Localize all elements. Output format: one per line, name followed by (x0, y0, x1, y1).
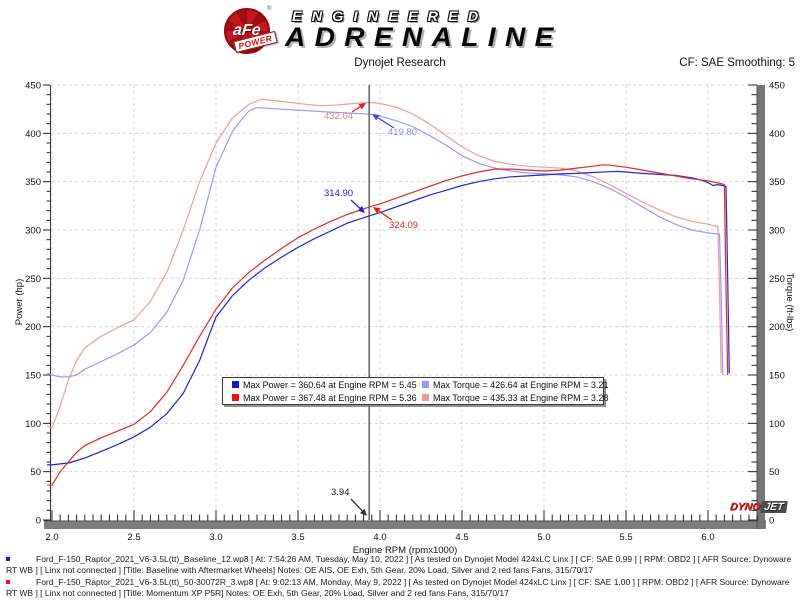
run-info-baseline: Ford_F-150_Raptor_2021_V6-3.5L(tt)_Basel… (6, 554, 796, 576)
svg-text:50: 50 (30, 467, 41, 478)
svg-text:4.0: 4.0 (373, 532, 386, 543)
run-color-swatch-baseline (6, 557, 10, 561)
svg-text:150: 150 (25, 371, 41, 382)
svg-text:6.0: 6.0 (701, 532, 714, 543)
cursor-value-label: 432.04 (324, 111, 353, 122)
svg-text:450: 450 (769, 81, 785, 92)
svg-text:150: 150 (769, 371, 785, 382)
dynojet-logo: DYNO JET (729, 501, 788, 513)
series-curves (46, 98, 730, 486)
run-color-swatch-momentum (6, 580, 10, 584)
legend-label: Max Torque = 426.64 at Engine RPM = 3.21 (433, 379, 609, 390)
y-axis-label-torque: Torque (ft-lbs) (784, 273, 795, 332)
curve-power-baseline (47, 170, 730, 466)
cursor-value-label: 324.09 (389, 220, 418, 231)
svg-text:0: 0 (769, 516, 774, 527)
cursor-value-label: 419.80 (388, 127, 417, 138)
legend-label: Max Power = 360.64 at Engine RPM = 5.45 (243, 379, 417, 390)
svg-text:300: 300 (25, 226, 41, 237)
svg-text:250: 250 (25, 274, 41, 285)
legend-label: Max Torque = 435.33 at Engine RPM = 3.28 (433, 392, 609, 403)
svg-text:3.0: 3.0 (209, 532, 222, 543)
cursor-annotations: 432.04 419.80 314.90 324.09 3.94 (324, 103, 418, 516)
curve-torque-baseline (46, 106, 724, 378)
run-info-footer: Ford_F-150_Raptor_2021_V6-3.5L(tt)_Basel… (6, 554, 796, 600)
run-info-momentum: Ford_F-150_Raptor_2021_V6-3.5L(tt)_50-30… (6, 577, 796, 599)
curve-torque-momentum (46, 98, 722, 429)
series-swatch-power-baseline (232, 381, 239, 388)
svg-text:0: 0 (36, 516, 41, 527)
dynojet-logo-dyno: DYNO (729, 501, 762, 513)
svg-text:400: 400 (25, 129, 41, 140)
legend-item-max-torque-momentum: Max Torque = 435.33 at Engine RPM = 3.28 (413, 393, 608, 403)
series-swatch-power-momentum (232, 394, 239, 401)
svg-text:3.5: 3.5 (291, 532, 304, 543)
legend-item-max-power-momentum: Max Power = 367.48 at Engine RPM = 5.36 (223, 393, 417, 403)
gridlines (51, 84, 757, 520)
svg-text:5.5: 5.5 (619, 532, 632, 543)
svg-text:250: 250 (769, 274, 785, 285)
legend-item-max-torque-baseline: Max Torque = 426.64 at Engine RPM = 3.21 (413, 380, 608, 390)
svg-text:300: 300 (769, 226, 785, 237)
svg-text:2.0: 2.0 (45, 532, 58, 543)
series-swatch-torque-baseline (422, 381, 429, 388)
run-info-text: Ford_F-150_Raptor_2021_V6-3.5L(tt)_50-30… (6, 577, 790, 598)
svg-text:100: 100 (25, 419, 41, 430)
svg-text:100: 100 (769, 419, 785, 430)
svg-text:450: 450 (25, 81, 41, 92)
svg-text:400: 400 (769, 129, 785, 140)
run-info-text: Ford_F-150_Raptor_2021_V6-3.5L(tt)_Basel… (6, 554, 792, 575)
x-axis-label: Engine RPM (rpmx1000) (353, 545, 458, 556)
registered-mark: ® (267, 6, 272, 12)
afe-brand-logo: aFe ® POWER ENGINEERED ADRENALINE (222, 4, 602, 54)
svg-text:50: 50 (769, 467, 780, 478)
series-swatch-torque-momentum (422, 394, 429, 401)
adrenaline-wordmark: ADRENALINE (285, 22, 563, 52)
cursor-value-label: 3.94 (331, 487, 350, 498)
y-axis-label-power: Power (hp) (14, 279, 25, 325)
legend-item-max-power-baseline: Max Power = 360.64 at Engine RPM = 5.45 (223, 380, 417, 390)
axes: 0 0 50 50 100 100 150 150 200 200 250 250 300 300 350 3… (14, 81, 795, 557)
chart-legend: Max Power = 360.64 at Engine RPM = 5.45 … (222, 377, 608, 405)
curve-power-momentum (47, 164, 729, 486)
svg-text:350: 350 (769, 177, 785, 188)
dynojet-logo-jet: JET (760, 501, 788, 513)
svg-text:4.5: 4.5 (455, 532, 468, 543)
svg-text:200: 200 (25, 322, 41, 333)
correction-smoothing-label: CF: SAE Smoothing: 5 (679, 57, 795, 69)
engineered-wordmark: ENGINEERED (292, 8, 489, 24)
svg-text:200: 200 (769, 322, 785, 333)
svg-text:350: 350 (25, 177, 41, 188)
svg-text:2.5: 2.5 (127, 532, 140, 543)
legend-label: Max Power = 367.48 at Engine RPM = 5.36 (243, 392, 417, 403)
cursor-value-label: 314.90 (324, 188, 353, 199)
page-title: Dynojet Research (354, 57, 446, 69)
svg-text:5.0: 5.0 (537, 532, 550, 543)
